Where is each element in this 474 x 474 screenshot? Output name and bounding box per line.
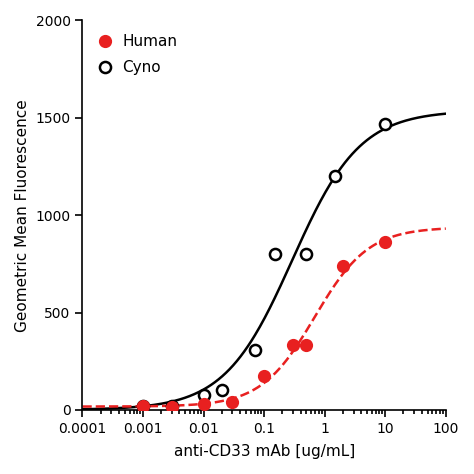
Legend: Human, Cyno: Human, Cyno — [90, 28, 183, 81]
Cyno — [304, 251, 310, 257]
Cyno — [140, 403, 146, 409]
Human — [290, 342, 296, 347]
Cyno — [252, 346, 257, 352]
Line: Human: Human — [137, 237, 391, 412]
Human — [201, 401, 207, 407]
Human — [140, 403, 146, 409]
Human — [340, 263, 346, 269]
Human — [229, 399, 235, 405]
Cyno — [201, 392, 207, 398]
Line: Cyno: Cyno — [137, 118, 391, 411]
Cyno — [383, 121, 388, 127]
Cyno — [169, 403, 175, 409]
X-axis label: anti-CD33 mAb [ug/mL]: anti-CD33 mAb [ug/mL] — [173, 444, 355, 459]
Cyno — [333, 173, 338, 179]
Human — [383, 239, 388, 245]
Cyno — [272, 251, 278, 257]
Y-axis label: Geometric Mean Fluorescence: Geometric Mean Fluorescence — [15, 99, 30, 331]
Cyno — [219, 388, 225, 393]
Human — [169, 404, 175, 410]
Human — [304, 342, 310, 347]
Human — [261, 373, 267, 379]
